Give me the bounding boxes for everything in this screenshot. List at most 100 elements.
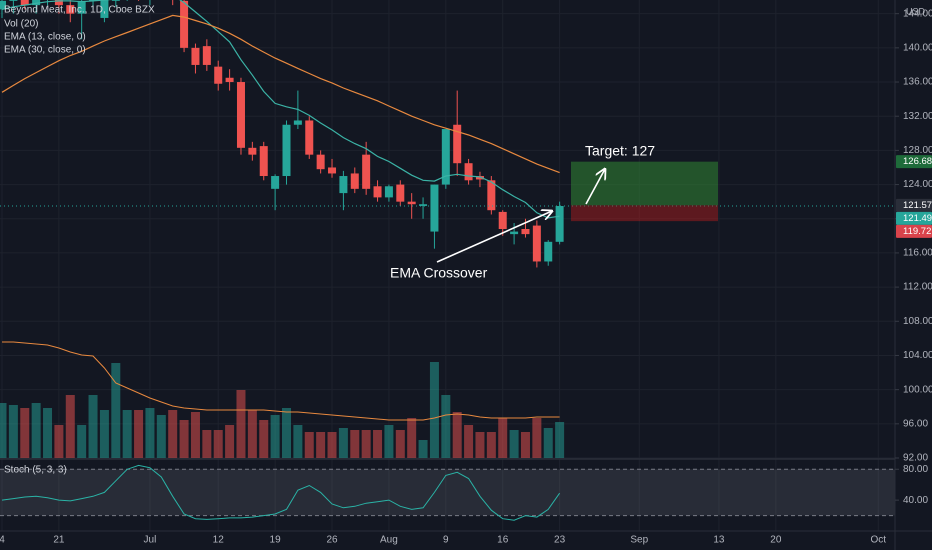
candle-body [407,201,416,205]
volume-bar [65,395,75,458]
volume-bar [395,430,405,458]
y-tick-label: 116.00 [903,248,932,259]
volume-bar [77,425,87,458]
y-tick-label: 144.00 [903,8,932,19]
candle-body [419,204,428,206]
price-tag [896,224,932,238]
volume-bar [282,408,291,458]
candle-body [236,82,245,148]
volume-bar [145,408,155,458]
y-tick-label: 128.00 [903,145,932,156]
candle-body [202,46,211,65]
x-tick-label: 21 [53,535,65,546]
volume-bar [532,418,542,458]
candle-body [350,173,359,189]
price-tag [896,155,932,169]
candle-body [384,186,393,198]
price-pane [0,0,895,268]
candle-body [339,176,348,194]
volume-bar [486,432,496,458]
candle-body [248,147,257,155]
candle-body [111,0,120,1]
volume-bar [99,410,109,458]
volume-bar [418,440,428,458]
candle-body [532,225,541,262]
volume-bar [202,430,212,458]
stoch-band [0,469,895,516]
volume-bar [509,430,519,458]
y-tick-label: 40.00 [903,495,928,506]
y-tick-label: 92.00 [903,453,928,464]
x-tick-label: 4 [0,535,5,546]
volume-bar [8,405,18,458]
candle-body [191,47,200,65]
annotation: Target: 127 [585,143,655,159]
legend-entry: Stoch (5, 3, 3) [4,465,67,476]
volume-bar [54,425,64,458]
y-tick-label: 112.00 [903,282,932,293]
volume-bar [464,425,474,458]
volume-bar [122,410,132,458]
volume-bar [520,432,530,458]
volume-bar [247,410,257,458]
y-tick-label: 132.00 [903,111,932,122]
candle-body [180,0,189,48]
volume-bar [441,395,451,458]
volume-bar [134,410,144,458]
candle-body [430,184,439,232]
candle-body [66,5,75,14]
price-tag-label: 126.68 [903,156,932,167]
volume-bar [111,363,121,458]
candle-body [282,124,291,177]
candle-body [475,176,484,180]
x-tick-label: 13 [713,535,725,546]
volume-bar [543,428,553,458]
candle-body [100,0,109,18]
y-tick-label: 96.00 [903,418,928,429]
candle-body [453,124,462,164]
legend-entry: EMA (13, close, 0) [4,32,86,43]
candle-body [293,120,302,125]
volume-bar [304,432,314,458]
candle-body [32,0,41,6]
x-tick-label: 9 [443,535,449,546]
volume-bar [384,425,394,458]
x-tick-label: 19 [270,535,282,546]
annotation: EMA Crossover [390,265,488,281]
candle-body [555,206,564,242]
candle-body [373,186,382,198]
candle-body [521,229,530,235]
volume-bar [327,432,337,458]
x-tick-label: 16 [497,535,509,546]
volume-bar [361,430,371,458]
profit-zone [571,161,718,206]
volume-bar [293,425,303,458]
legend-entry: Vol (20) [4,19,38,30]
x-tick-label: 20 [770,535,782,546]
y-tick-label: 140.00 [903,42,932,53]
legend-entry: EMA (30, close, 0) [4,45,86,56]
x-tick-label: Oct [870,535,886,546]
candle-body [487,180,496,211]
x-tick-label: Aug [380,535,398,546]
ema-line [1,14,560,174]
price-tag [896,211,932,225]
price-tag-label: 119.72 [903,226,931,237]
y-tick-label: 100.00 [903,384,932,395]
target-arrow [585,169,605,205]
volume-bar [168,410,178,458]
volume-bar [270,415,280,458]
ema-line [1,0,560,219]
volume-bar [350,430,360,458]
candle-body [316,154,325,170]
stoch-pane [0,464,895,521]
volume-bar [452,412,462,458]
volume-bar [555,422,565,458]
x-tick-label: Jul [144,535,157,546]
candle-body [362,154,371,189]
volume-bar [236,390,246,458]
y-tick-label: 104.00 [903,350,932,361]
crossover-arrow [436,211,552,263]
volume-bar [156,415,166,458]
